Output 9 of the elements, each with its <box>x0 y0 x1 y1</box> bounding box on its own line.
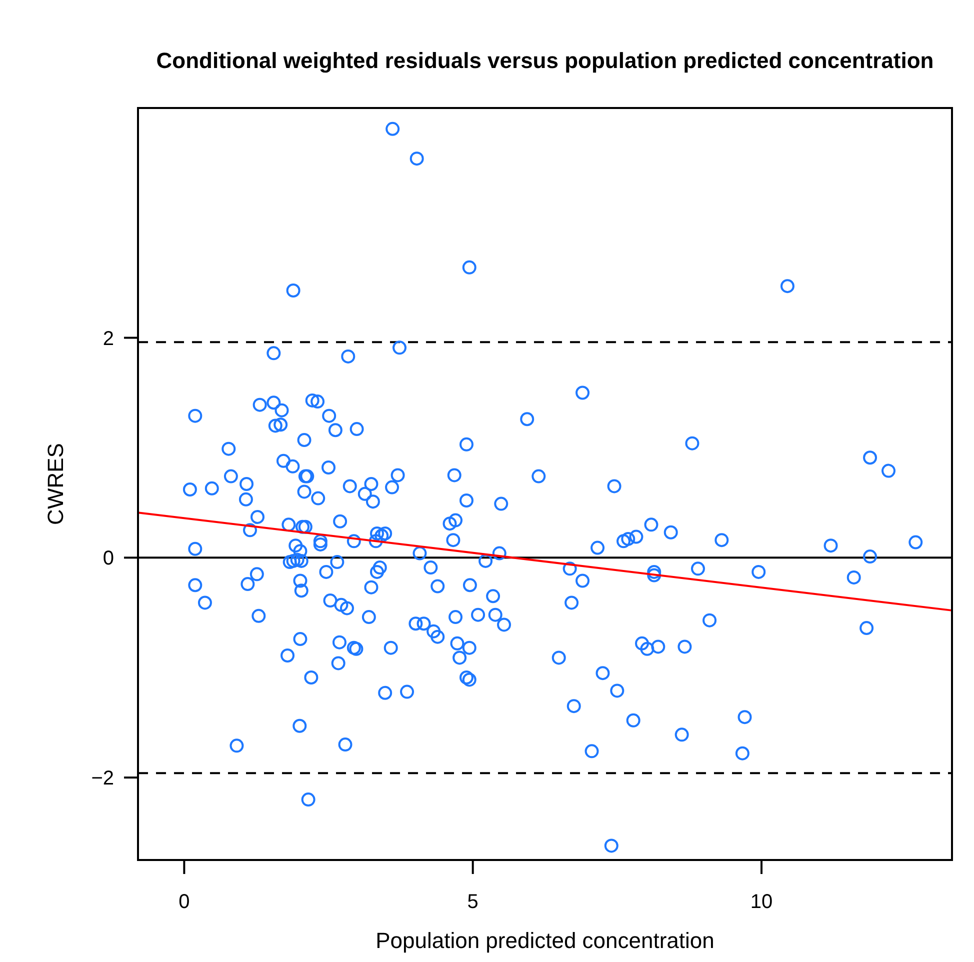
y-axis-title: CWRES <box>43 443 68 525</box>
x-tick-label: 0 <box>178 891 190 913</box>
chart-title: Conditional weighted residuals versus population predicted concentration <box>156 48 934 73</box>
x-tick-label: 10 <box>750 891 773 913</box>
x-tick-label: 5 <box>467 891 478 913</box>
x-axis-title: Population predicted concentration <box>376 928 714 953</box>
y-tick-label: 0 <box>102 548 114 570</box>
y-tick-label: −2 <box>91 768 114 790</box>
y-tick-label: 2 <box>102 328 114 350</box>
